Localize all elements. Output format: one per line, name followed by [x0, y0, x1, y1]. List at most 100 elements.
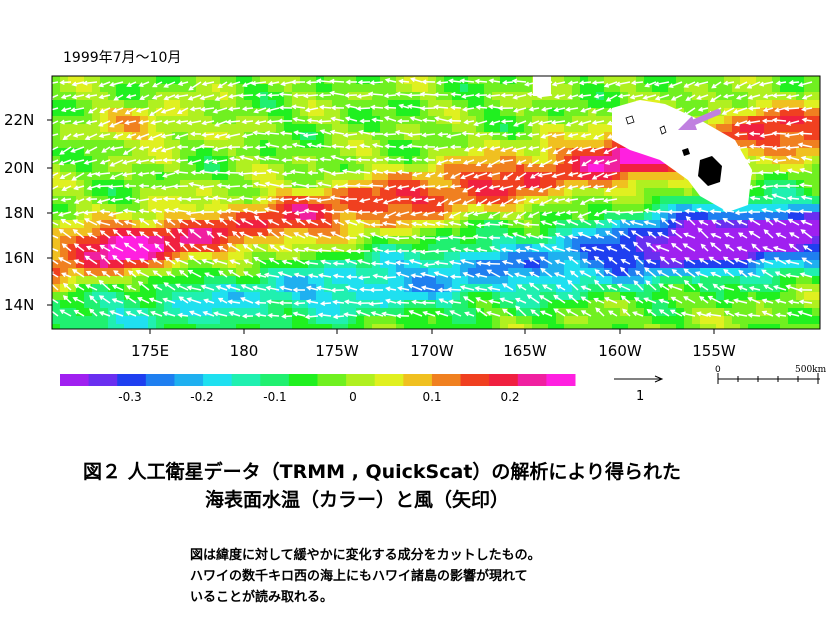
wind-vector	[187, 94, 202, 101]
wind-vector	[406, 92, 423, 98]
wind-vector	[173, 169, 189, 175]
wind-vector	[395, 156, 410, 162]
wind-vector	[682, 243, 696, 252]
wind-vector	[152, 270, 163, 278]
wind-vector	[251, 170, 267, 176]
wind-vector	[512, 198, 527, 204]
wind-vector	[537, 120, 553, 126]
wind-vector	[73, 259, 85, 265]
wind-vector	[330, 231, 345, 239]
wind-vector	[164, 240, 176, 252]
wind-vector	[332, 314, 345, 320]
wind-vector	[787, 218, 800, 226]
wind-vector	[722, 218, 735, 226]
wind-vector	[330, 154, 345, 161]
wind-vector	[593, 133, 605, 140]
wind-vector	[396, 300, 410, 306]
wind-vector	[472, 211, 488, 217]
wind-vector	[433, 104, 449, 110]
wind-vector	[303, 246, 319, 252]
wind-vector	[264, 130, 280, 136]
wind-vector	[759, 155, 774, 161]
wind-vector	[52, 259, 59, 265]
wind-vector	[228, 311, 241, 317]
wind-vector	[579, 198, 592, 205]
wind-vector	[722, 93, 735, 99]
wind-vector	[772, 245, 787, 252]
wind-vector	[381, 221, 397, 227]
wind-vector	[277, 271, 293, 278]
wind-vector	[225, 208, 241, 214]
wind-vector	[291, 142, 306, 148]
wind-vector	[538, 159, 553, 168]
wind-vector	[239, 155, 254, 161]
wind-vector	[264, 142, 280, 148]
wind-vector	[774, 271, 787, 278]
wind-vector	[367, 91, 384, 97]
wind-vector	[201, 132, 215, 138]
wind-vector	[211, 159, 228, 165]
wind-vector	[95, 220, 111, 226]
wind-vector	[670, 218, 683, 226]
wind-vector	[204, 219, 215, 226]
wind-vector	[629, 220, 644, 226]
wind-vector	[370, 311, 384, 317]
wind-vector	[83, 159, 98, 165]
wind-vector	[240, 284, 254, 291]
wind-vector	[266, 228, 280, 239]
wind-vector	[187, 159, 202, 166]
wind-vector	[734, 197, 748, 203]
wind-vector	[578, 80, 592, 86]
wind-vector	[474, 78, 488, 84]
wind-vector	[59, 146, 72, 155]
wind-vector	[125, 93, 137, 99]
wind-vector	[771, 193, 787, 200]
wind-vector	[800, 155, 813, 161]
figure-caption-line1: 図２ 人工衛星データ（TRMM , QuickScat）の解析により得られた	[83, 461, 682, 483]
wind-vector	[72, 132, 85, 138]
wind-vector	[332, 184, 345, 190]
wind-vector	[474, 286, 488, 292]
wind-vector	[476, 260, 488, 266]
wind-vector	[763, 284, 774, 291]
wind-vector	[342, 132, 358, 138]
wind-vector	[799, 167, 813, 174]
wind-vector	[735, 145, 748, 151]
wind-vector	[759, 258, 774, 265]
wind-vector	[369, 287, 384, 293]
wind-vector	[593, 93, 605, 99]
wind-vector	[761, 118, 774, 124]
wind-vector	[540, 220, 553, 226]
wind-vector	[281, 171, 293, 177]
wind-vector	[645, 242, 657, 252]
wind-vector	[204, 272, 215, 278]
wind-vector	[396, 169, 410, 175]
wind-vector	[658, 298, 670, 304]
wind-vector	[173, 94, 189, 100]
wind-vector	[771, 130, 787, 136]
wind-vector	[450, 247, 462, 253]
wind-vector	[423, 197, 436, 203]
wind-vector	[577, 146, 592, 152]
wind-vector	[356, 300, 371, 306]
wind-vector	[188, 310, 202, 317]
wind-vector	[620, 266, 631, 278]
wind-vector	[748, 230, 761, 239]
wind-vector	[589, 146, 605, 153]
wind-vector	[671, 269, 683, 278]
wind-vector	[188, 181, 202, 187]
wind-vector	[305, 299, 319, 305]
wind-vector	[761, 269, 774, 278]
x-tick-label: 160W	[598, 342, 642, 360]
wind-vector	[344, 258, 358, 265]
wind-vector	[73, 185, 85, 191]
wind-vector	[303, 183, 319, 189]
x-tick-label: 180	[230, 342, 259, 360]
wind-vector	[372, 198, 384, 203]
wind-vector	[85, 119, 98, 125]
wind-vector	[330, 105, 345, 111]
wind-vector	[551, 81, 566, 87]
wind-vector	[122, 208, 137, 214]
colorbar-swatch	[174, 374, 204, 386]
wind-vector	[162, 297, 176, 304]
